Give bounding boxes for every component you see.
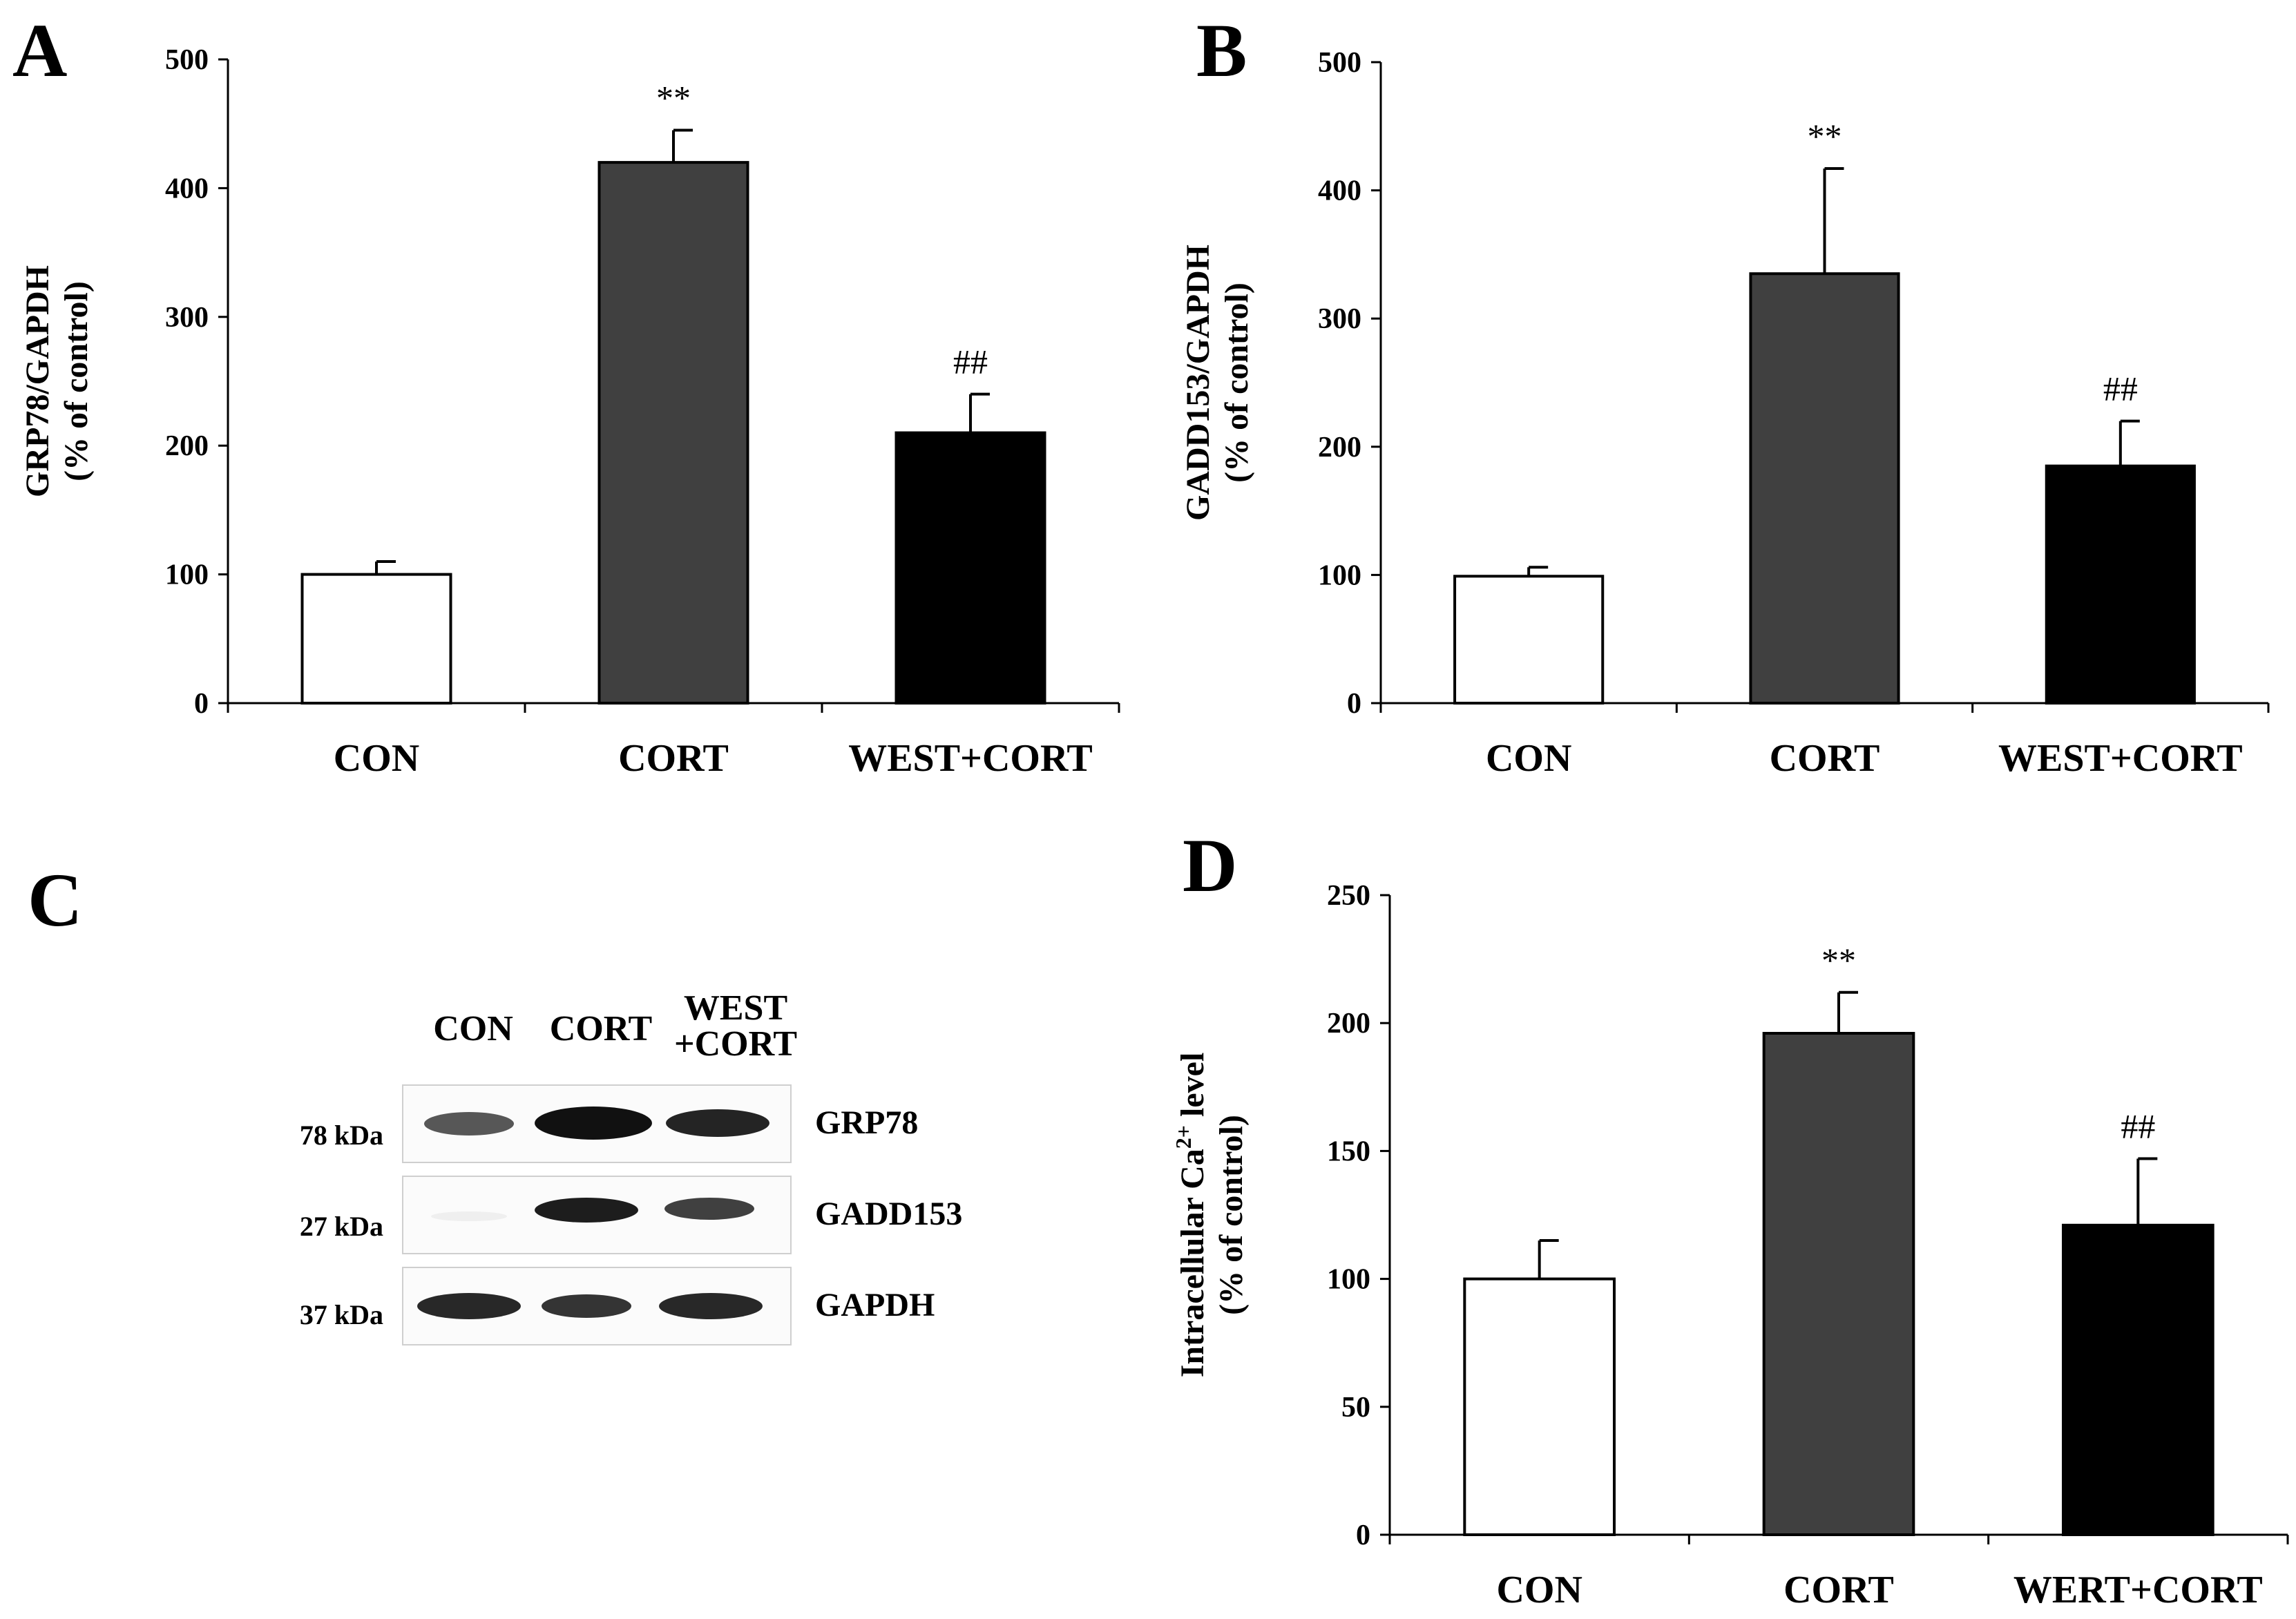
bar	[895, 431, 1046, 705]
kda-label-gapdh: 37 kDa	[299, 1299, 383, 1330]
kda-label-grp78: 78 kDa	[299, 1120, 383, 1151]
band-west-cort	[666, 1109, 769, 1137]
y-tick-label: 250	[1327, 880, 1370, 912]
y-tick-label: 0	[194, 688, 209, 720]
gadd153-bar-chart: 0 100 200 300 400 500 CON ** CORT ## WEST+CORT GADD…	[1180, 47, 2270, 780]
significance-label: ##	[953, 343, 988, 381]
band-west-cort	[664, 1198, 754, 1220]
x-tick-label: CON	[334, 737, 419, 780]
lane-label-cort: CORT	[549, 1009, 653, 1048]
protein-label-gapdh: GAPDH	[815, 1287, 935, 1323]
y-tick-label: 200	[165, 430, 209, 462]
x-tick-label: CON	[1486, 737, 1571, 780]
y-axis-label-line1: GADD153/GAPDH	[1180, 245, 1216, 521]
band-cort	[535, 1198, 638, 1223]
grp78-bar-chart: 0 100 200 300 400 500 CON ** CORT ## WEST+CORT GRP7…	[19, 44, 1120, 780]
x-tick-label: CORT	[1770, 737, 1880, 780]
bar	[1453, 575, 1605, 705]
x-tick-label: CORT	[1783, 1569, 1894, 1611]
panel-d: D 0 50 100 150 200 250 CON ** CORT ## WERT+CORT Int…	[1148, 815, 2296, 1619]
y-axis-label-line2: (% of control)	[58, 281, 95, 481]
bar	[300, 573, 452, 705]
significance-label: ##	[2121, 1107, 2155, 1146]
panel-letter: B	[1196, 8, 1247, 93]
bar	[2045, 464, 2196, 705]
significance-label: ##	[2103, 370, 2138, 408]
bar	[597, 161, 749, 705]
panel-c: C CON CORT WEST +CORT 78 kDa 27 kDa 37 k…	[0, 815, 1147, 1616]
panel-letter: C	[28, 858, 83, 942]
protein-label-grp78: GRP78	[815, 1104, 919, 1141]
y-tick-label: 200	[1318, 432, 1361, 463]
x-tick-label: WEST+CORT	[848, 737, 1093, 780]
band-cort	[542, 1294, 631, 1318]
blot-strip-gadd153	[402, 1176, 792, 1254]
significance-label: **	[1808, 117, 1842, 155]
significance-label: **	[1821, 941, 1856, 979]
lane-label-plus-cort: +CORT	[673, 1024, 798, 1064]
y-tick-label: 100	[1318, 559, 1361, 591]
band-con	[431, 1211, 507, 1221]
bar	[1463, 1277, 1616, 1536]
bar	[1762, 1032, 1915, 1536]
lane-label-west: WEST	[683, 988, 788, 1028]
y-tick-label: 500	[1318, 47, 1361, 79]
blot-strip-gapdh	[402, 1267, 792, 1345]
y-tick-label: 100	[1327, 1264, 1370, 1296]
y-tick-label: 300	[1318, 303, 1361, 335]
panel-a: A 0 100 200 300 400 500 CON ** CORT ## WEST+CORT GR…	[0, 0, 1147, 801]
y-axis-label-line1: Intracellular Ca2+ level	[1171, 1053, 1211, 1378]
y-axis-label-line2: (% of control)	[1213, 1115, 1250, 1315]
panel-b: B 0 100 200 300 400 500 CON ** CORT ## WEST+CORT GA…	[1148, 0, 2296, 801]
x-tick-label: CORT	[618, 737, 729, 780]
y-tick-label: 0	[1347, 688, 1361, 720]
x-tick-label: WEST+CORT	[1998, 737, 2243, 780]
y-axis-label-line2: (% of control)	[1218, 282, 1255, 483]
y-tick-label: 400	[1318, 175, 1361, 207]
y-tick-label: 400	[165, 173, 209, 204]
x-tick-label: WERT+CORT	[2013, 1569, 2263, 1611]
y-tick-label: 500	[165, 44, 209, 76]
band-west-cort	[659, 1293, 763, 1319]
panel-letter: D	[1183, 823, 1238, 908]
blot-strip-grp78	[402, 1084, 792, 1163]
lane-label-con: CON	[433, 1009, 513, 1048]
band-con	[417, 1293, 521, 1319]
y-tick-label: 300	[165, 302, 209, 334]
kda-label-gadd153: 27 kDa	[299, 1211, 383, 1242]
band-con	[424, 1112, 514, 1136]
calcium-bar-chart: 0 50 100 150 200 250 CON ** CORT ## WERT+CORT Intra…	[1171, 880, 2289, 1611]
significance-label: **	[656, 79, 691, 117]
y-tick-label: 100	[165, 559, 209, 591]
y-axis-label-line1: GRP78/GAPDH	[19, 265, 56, 497]
bar	[1749, 272, 1900, 705]
y-tick-label: 0	[1356, 1520, 1370, 1551]
y-tick-label: 200	[1327, 1008, 1370, 1040]
y-tick-label: 50	[1341, 1392, 1370, 1424]
panel-letter: A	[12, 8, 68, 93]
bar	[2062, 1223, 2214, 1536]
band-cort	[535, 1107, 652, 1140]
y-tick-label: 150	[1327, 1136, 1370, 1167]
x-tick-label: CON	[1496, 1569, 1582, 1611]
protein-label-gadd153: GADD153	[815, 1196, 963, 1232]
